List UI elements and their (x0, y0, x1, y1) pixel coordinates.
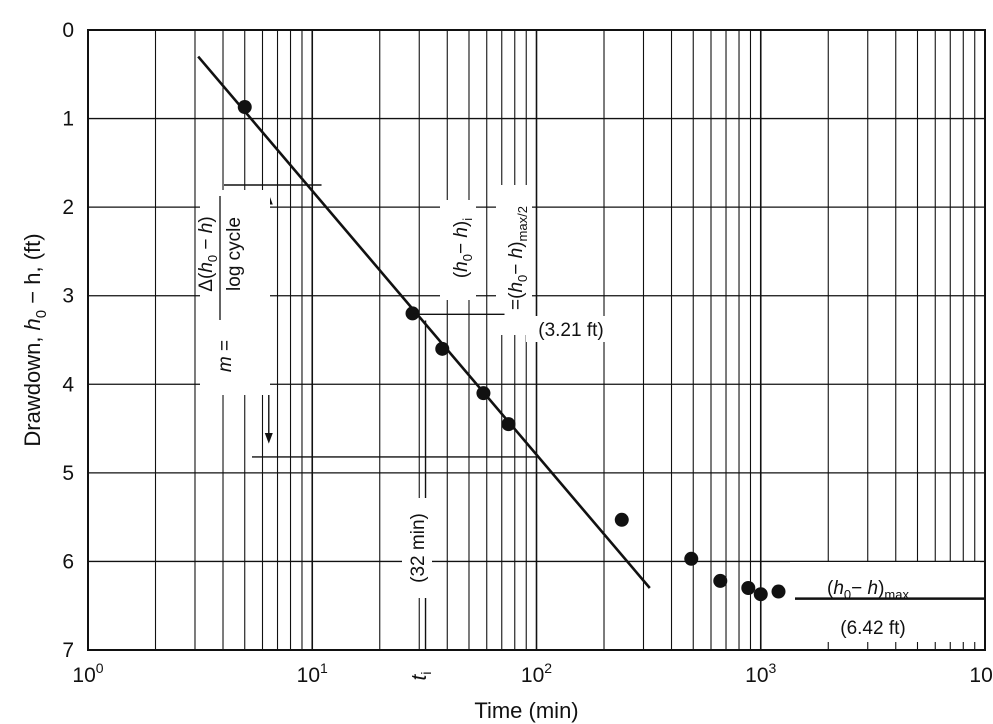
y-tick-label: 3 (62, 285, 74, 308)
slope-formula-denominator: log cycle (224, 217, 245, 291)
x-tick-label: 104 (969, 660, 993, 687)
data-point (501, 417, 516, 432)
fit-line (197, 55, 651, 589)
data-point (435, 341, 450, 356)
data-point (741, 581, 756, 595)
y-tick-label: 4 (62, 373, 74, 396)
y-tick-label: 7 (62, 639, 74, 662)
x-tick-label: 100 (72, 660, 103, 687)
half-max-label-bg (496, 185, 532, 335)
x-axis-title: Time (min) (474, 698, 578, 723)
slope-arrowhead-down (264, 433, 273, 444)
hi-label-bg (440, 200, 476, 300)
y-tick-label: 5 (62, 462, 74, 485)
max-label: (h0− h)max (827, 578, 909, 602)
max-value: (6.42 ft) (840, 618, 905, 639)
half-max-label: =(h0− h)max/2 (506, 206, 530, 310)
x-tick-label: 103 (745, 660, 776, 687)
data-point (405, 306, 420, 321)
data-point (614, 512, 629, 527)
plot-frame (87, 29, 986, 651)
data-point (713, 573, 728, 588)
y-axis-title: Drawdown, h0 − h, (ft) (20, 233, 50, 446)
slope-formula-numerator: Δ(h0 − h) (196, 216, 220, 291)
data-point (476, 386, 491, 401)
ti-value: (32 min) (408, 513, 429, 583)
slope-formula-bg (200, 190, 270, 395)
data-point (684, 551, 699, 566)
ti-value-bg (402, 498, 432, 598)
ti-label: ti (408, 672, 434, 681)
y-tick-label: 2 (62, 196, 74, 219)
x-tick-label: 101 (297, 660, 328, 687)
data-point (771, 584, 786, 599)
hi-label: (h0− h)i (451, 218, 475, 278)
half-max-value-bg (526, 316, 616, 342)
half-max-value: (3.21 ft) (538, 320, 603, 341)
y-tick-label: 6 (62, 550, 74, 573)
data-point (753, 587, 768, 602)
y-tick-label: 1 (62, 108, 74, 131)
y-tick-label: 0 (62, 19, 74, 42)
data-point (237, 100, 252, 115)
x-tick-label: 102 (521, 660, 552, 687)
slope-formula: Δ(h0 − h) log cycle m = (196, 196, 245, 372)
slope-formula-m: m = (215, 340, 236, 372)
max-label-bg (790, 562, 980, 642)
